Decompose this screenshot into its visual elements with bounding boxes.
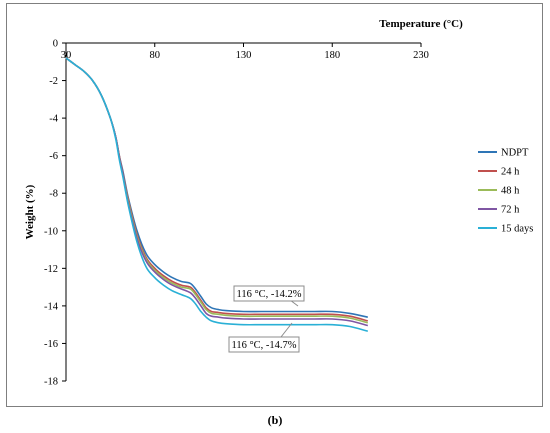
chart-frame — [6, 3, 543, 407]
x-tick-label: 80 — [150, 50, 161, 61]
annotations: 116 °C, -14.2% 116 °C, -14.7% — [228, 285, 305, 353]
figure-caption: (b) — [267, 413, 283, 427]
y-tick-label: -14 — [44, 301, 59, 312]
y-tick-label: -4 — [49, 114, 58, 125]
y-tick-label: -8 — [49, 189, 58, 200]
legend-item-2: 48 h — [478, 186, 520, 197]
legend-item-1: 24 h — [478, 167, 520, 178]
y-tick-label: -16 — [44, 339, 58, 350]
tick-labels: 0 -2 -4 -6 -8 -10 -12 -14 -16 -18 30 80 130 180 230 — [44, 39, 429, 388]
annotation-box — [233, 285, 305, 302]
series-line-3 — [65, 57, 369, 327]
series-line-1 — [65, 57, 369, 322]
series-line-2 — [65, 57, 369, 324]
y-tick-label: 0 — [53, 39, 58, 50]
y-tick-label: -6 — [49, 151, 58, 162]
legend-item-0: NDPT — [478, 148, 529, 159]
legend-label: 72 h — [501, 205, 520, 216]
legend-label: 15 days — [501, 224, 533, 235]
series-lines — [65, 57, 369, 332]
y-tick-label: -2 — [49, 76, 58, 87]
y-tick-label: -10 — [44, 226, 58, 237]
y-tick-label: -12 — [44, 264, 58, 275]
y-axis-label: Weight (%) — [24, 184, 36, 239]
annotation-0: 116 °C, -14.2% — [233, 285, 305, 307]
x-tick-label: 130 — [236, 50, 252, 61]
annotation-text: 116 °C, -14.2% — [236, 289, 301, 300]
x-tick-label: 180 — [324, 50, 340, 61]
y-tick-label: -18 — [44, 377, 58, 388]
legend-label: 24 h — [501, 167, 520, 178]
axes — [62, 42, 422, 382]
annotation-leader — [280, 322, 293, 338]
annotation-text: 116 °C, -14.7% — [231, 340, 296, 351]
x-tick-label: 30 — [61, 50, 72, 61]
legend-item-4: 15 days — [478, 224, 533, 235]
legend-label: 48 h — [501, 186, 520, 197]
series-line-0 — [65, 57, 368, 318]
legend-label: NDPT — [501, 148, 529, 159]
x-tick-label: 230 — [413, 50, 429, 61]
legend: NDPT 24 h 48 h 72 h 15 days — [478, 148, 533, 235]
annotation-box — [228, 336, 300, 353]
legend-item-3: 72 h — [478, 205, 520, 216]
annotation-1: 116 °C, -14.7% — [228, 322, 300, 353]
x-axis-label: Temperature (°C) — [379, 18, 463, 30]
series-line-4 — [65, 57, 368, 332]
